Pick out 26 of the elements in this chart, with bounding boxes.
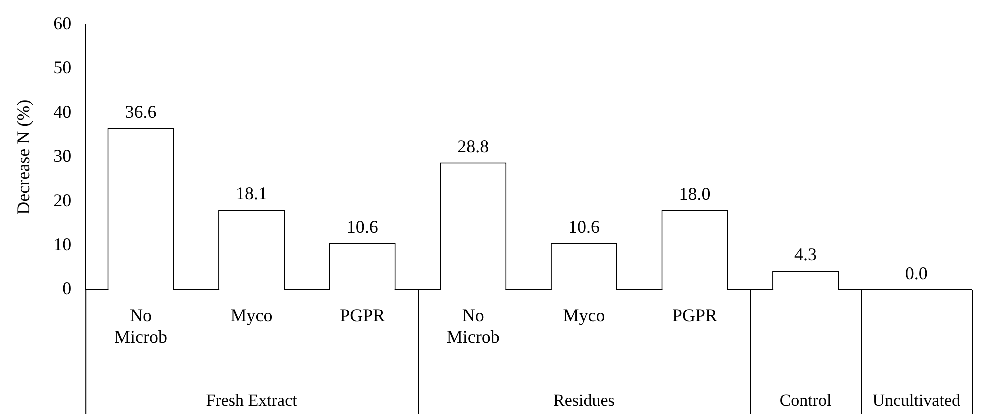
y-tick-label: 60 [54, 14, 72, 34]
x-tick-label: Myco [230, 306, 273, 326]
y-tick-label: 30 [54, 146, 72, 166]
y-tick-label: 10 [54, 234, 72, 255]
y-axis-title: Decrease N (%) [14, 100, 34, 215]
y-tick-label: 20 [54, 190, 72, 210]
data-label: 18.1 [236, 184, 268, 204]
y-tick-label: 40 [54, 102, 72, 122]
x-tick-label: PGPR [340, 306, 386, 326]
x-tick-label: No Microb [114, 306, 168, 348]
data-label: 4.3 [794, 244, 818, 265]
x-tick-label: No Microb [446, 306, 500, 348]
y-tick-label: 50 [54, 58, 72, 78]
text: Control [780, 390, 832, 410]
data-label: 10.6 [568, 216, 600, 237]
data-label: 36.6 [125, 102, 157, 122]
x-tick-label: PGPR [672, 306, 718, 326]
x-tick-label: Myco [563, 306, 606, 326]
data-label: 18.0 [679, 184, 711, 204]
text: Residues [554, 390, 615, 410]
text: Fresh Extract [206, 390, 298, 410]
data-label: 0.0 [905, 264, 928, 284]
text: Uncultivated [872, 390, 961, 410]
data-label: 10.6 [346, 216, 378, 237]
data-label: 28.8 [458, 136, 490, 156]
y-tick-label: 0 [62, 278, 72, 299]
